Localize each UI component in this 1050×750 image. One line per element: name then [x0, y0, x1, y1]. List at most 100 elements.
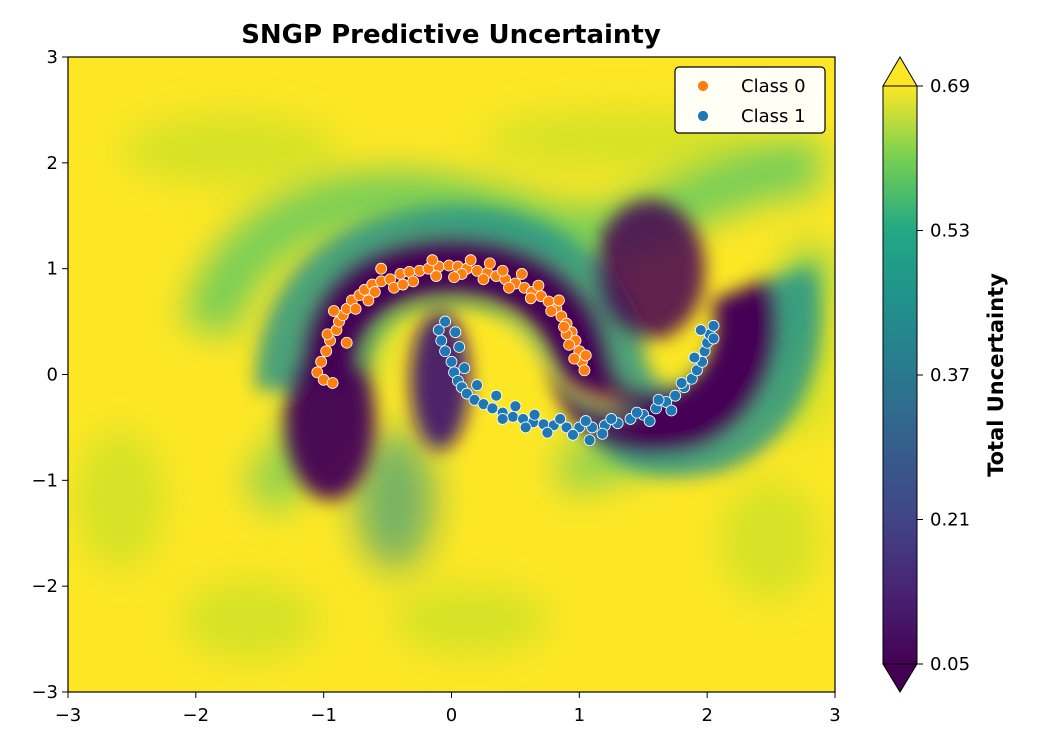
- class-0-point: [375, 262, 388, 275]
- class-0-point: [426, 254, 439, 267]
- class-1-point: [652, 393, 665, 406]
- x-axis-ticks: −3 −2 −1 0 1 2 3: [55, 692, 841, 726]
- x-tick-label: 0: [446, 705, 457, 726]
- legend-marker-class-0: [697, 80, 709, 92]
- class-0-point: [545, 305, 558, 317]
- class-0-point: [326, 377, 339, 389]
- class-1-point: [583, 434, 596, 447]
- class-1-point: [449, 326, 462, 339]
- y-axis-ticks: −3 −2 −1 0 1 2 3: [31, 47, 68, 703]
- class-0-point: [320, 345, 333, 358]
- class-1-point: [541, 426, 554, 439]
- legend-marker-class-1: [697, 110, 709, 122]
- class-1-point: [445, 355, 458, 368]
- colorbar: 0.05 0.21 0.37 0.53 0.69 Total Uncertainty: [882, 56, 1008, 693]
- class-0-point: [349, 302, 362, 315]
- chart-title: SNGP Predictive Uncertainty: [241, 20, 661, 50]
- colorbar-label: Total Uncertainty: [984, 273, 1008, 477]
- y-tick-label: −2: [31, 576, 58, 597]
- colorbar-tick-label: 0.37: [930, 365, 970, 386]
- class-1-point: [665, 404, 678, 417]
- class-1-point: [458, 362, 471, 375]
- class-1-point: [560, 421, 573, 434]
- class-1-point: [707, 332, 720, 345]
- class-1-point: [596, 427, 609, 440]
- class-1-point: [688, 351, 701, 364]
- class-1-point: [707, 319, 720, 332]
- y-tick-label: 3: [47, 47, 58, 68]
- class-0-point: [578, 364, 591, 377]
- class-0-points: [311, 254, 592, 389]
- class-0-point: [515, 268, 528, 280]
- class-0-point: [532, 279, 545, 292]
- colorbar-extend-top: [882, 56, 918, 87]
- colorbar-tick-label: 0.05: [930, 654, 970, 675]
- class-1-point: [643, 415, 656, 427]
- class-1-point: [675, 377, 688, 389]
- class-0-point: [477, 273, 490, 286]
- class-1-points: [432, 315, 720, 447]
- class-0-point: [448, 271, 460, 284]
- x-tick-label: −1: [310, 705, 337, 726]
- class-0-point: [496, 264, 509, 277]
- legend-label-class-0: Class 0: [741, 76, 806, 97]
- class-0-point: [311, 366, 324, 379]
- class-1-point: [694, 324, 707, 336]
- y-tick-label: −1: [31, 470, 58, 491]
- class-0-point: [503, 281, 515, 294]
- class-0-point: [524, 292, 537, 305]
- colorbar-extend-bottom: [882, 663, 918, 693]
- class-0-point: [563, 338, 576, 351]
- x-tick-label: −3: [55, 705, 82, 726]
- class-1-point: [528, 408, 541, 421]
- class-0-point: [558, 320, 570, 333]
- class-1-point: [630, 406, 643, 419]
- colorbar-tick-label: 0.21: [930, 510, 970, 531]
- class-1-point: [471, 379, 483, 391]
- class-1-point: [490, 389, 503, 402]
- class-0-point: [552, 294, 565, 307]
- class-1-point: [486, 402, 499, 415]
- y-tick-label: 2: [47, 153, 58, 174]
- class-1-point: [685, 372, 698, 385]
- class-0-point: [368, 286, 381, 298]
- class-1-point: [691, 364, 703, 377]
- colorbar-tick-label: 0.53: [930, 221, 970, 242]
- class-0-point: [315, 355, 328, 368]
- legend-label-class-1: Class 1: [741, 106, 806, 127]
- class-0-point: [362, 294, 375, 307]
- class-0-point: [483, 257, 496, 270]
- class-1-point: [509, 400, 522, 413]
- class-1-point: [669, 389, 682, 402]
- class-1-point: [506, 410, 519, 423]
- colorbar-gradient: [883, 86, 917, 664]
- class-0-point: [397, 278, 409, 291]
- class-1-point: [519, 421, 532, 434]
- class-1-point: [453, 341, 466, 353]
- class-0-point: [327, 305, 340, 317]
- uncertainty-contour-background: [68, 57, 835, 692]
- x-tick-label: −2: [183, 705, 210, 726]
- class-1-point: [460, 387, 473, 400]
- class-1-point: [439, 315, 452, 328]
- class-1-point: [605, 413, 618, 425]
- colorbar-ticks: 0.05 0.21 0.37 0.53 0.69: [917, 76, 970, 675]
- class-0-point: [407, 275, 420, 288]
- class-0-point: [579, 349, 592, 362]
- legend: Class 0 Class 1: [674, 66, 826, 134]
- y-tick-label: 0: [47, 365, 58, 386]
- class-1-point: [554, 413, 567, 425]
- legend-box: [674, 66, 826, 134]
- class-1-point: [567, 428, 579, 441]
- x-tick-label: 2: [701, 705, 712, 726]
- class-1-point: [435, 334, 448, 347]
- class-0-point: [464, 254, 477, 267]
- class-0-point: [430, 270, 443, 282]
- y-tick-label: −3: [31, 682, 58, 703]
- class-1-point: [496, 413, 509, 425]
- class-0-point: [568, 352, 581, 365]
- colorbar-tick-label: 0.69: [930, 76, 970, 97]
- y-tick-label: 1: [47, 259, 58, 280]
- x-tick-label: 3: [829, 705, 840, 726]
